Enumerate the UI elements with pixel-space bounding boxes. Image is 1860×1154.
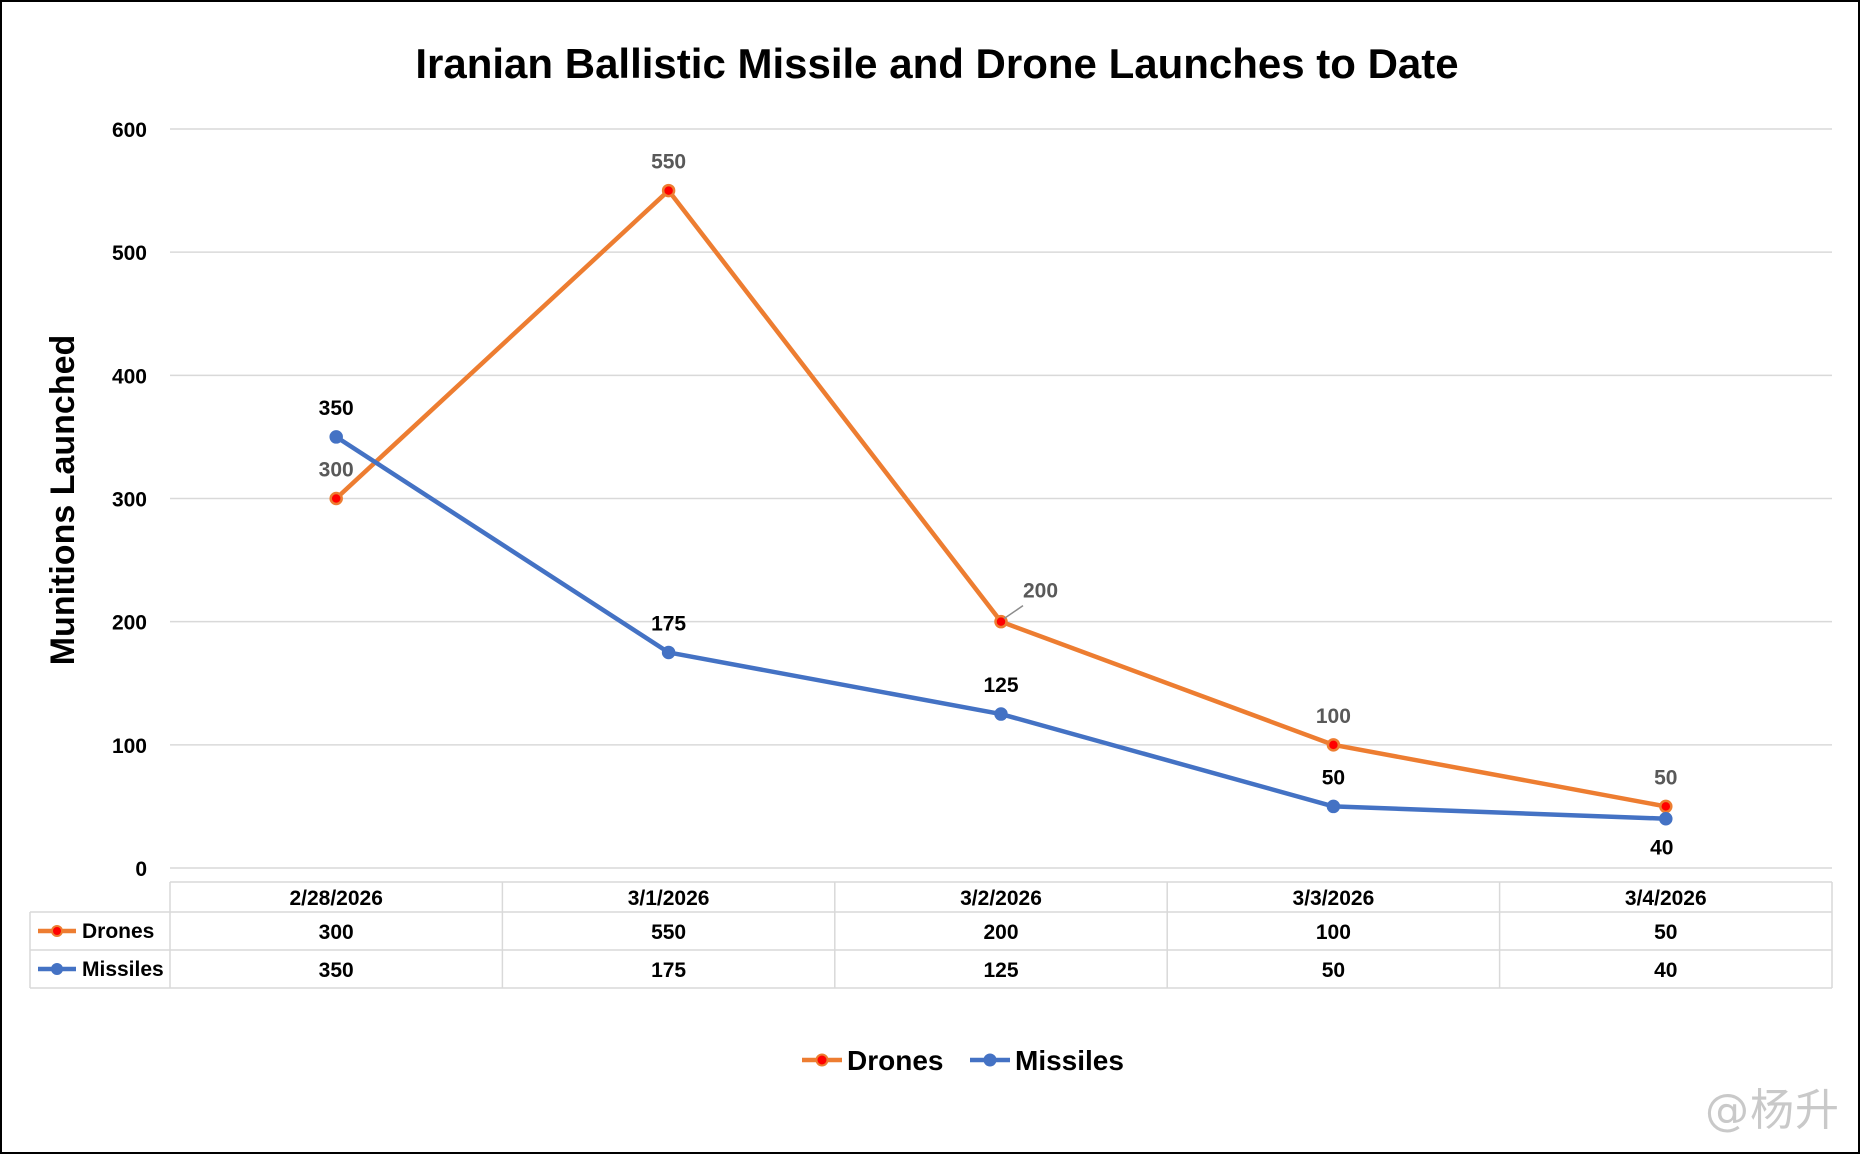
x-category-label: 3/3/2026 <box>1293 887 1375 910</box>
data-point <box>661 183 676 198</box>
table-cell: 175 <box>651 959 686 982</box>
table-legend-marker <box>51 963 63 975</box>
data-label: 100 <box>1316 705 1351 728</box>
y-tick-label: 200 <box>112 612 147 635</box>
data-point <box>1659 799 1673 814</box>
legend-marker <box>815 1053 829 1067</box>
y-axis-label: Munitions Launched <box>44 335 82 666</box>
x-category-label: 2/28/2026 <box>289 887 382 910</box>
y-axis-ticks: 0 100 200 300 400 500 600 <box>112 119 147 881</box>
data-table: 2/28/2026 3/1/2026 3/2/2026 3/3/2026 3/4/202… <box>29 881 1833 989</box>
data-label: 200 <box>1023 580 1058 603</box>
gridlines <box>170 128 1832 869</box>
watermark: @杨升 <box>1705 1085 1840 1136</box>
data-label: 50 <box>1322 766 1345 789</box>
data-point <box>1326 799 1341 814</box>
table-cell: 350 <box>319 959 354 982</box>
y-tick-label: 0 <box>135 858 147 881</box>
x-category-label: 3/2/2026 <box>960 887 1042 910</box>
table-cell: 50 <box>1322 959 1345 982</box>
y-tick-label: 600 <box>112 119 147 142</box>
y-tick-label: 100 <box>112 735 147 758</box>
legend-label: Drones <box>847 1045 943 1076</box>
series-layer <box>329 183 1673 826</box>
data-point <box>994 614 1008 629</box>
data-point <box>329 430 343 444</box>
table-cell: 100 <box>1316 921 1351 944</box>
data-label: 40 <box>1650 837 1673 860</box>
data-point <box>994 707 1008 721</box>
data-label: 550 <box>651 151 686 174</box>
data-point <box>661 645 676 660</box>
legend-marker <box>983 1053 997 1067</box>
x-category-label: 3/1/2026 <box>628 887 710 910</box>
data-point <box>329 491 343 506</box>
data-label: 350 <box>319 397 354 420</box>
table-cell: 550 <box>651 921 686 944</box>
data-point <box>1659 811 1673 826</box>
data-label: 175 <box>651 612 686 635</box>
y-tick-label: 500 <box>112 242 147 265</box>
x-category-label: 3/4/2026 <box>1625 887 1707 910</box>
table-cell: 200 <box>983 921 1018 944</box>
data-point <box>1326 738 1341 752</box>
data-labels: 300 550 200 100 50 350 175 125 50 40 <box>319 151 1678 860</box>
table-cell: 125 <box>983 959 1018 982</box>
table-series-name: Missiles <box>82 958 164 981</box>
table-cell: 300 <box>319 921 354 944</box>
table-legend-marker <box>51 925 63 937</box>
legend-label: Missiles <box>1015 1045 1124 1076</box>
table-cell: 40 <box>1654 959 1677 982</box>
table-cell: 50 <box>1654 921 1677 944</box>
y-tick-label: 300 <box>112 489 147 512</box>
chart-title: Iranian Ballistic Missile and Drone Laun… <box>415 40 1458 87</box>
y-tick-label: 400 <box>112 365 147 388</box>
data-label: 125 <box>983 674 1018 697</box>
table-series-name: Drones <box>82 920 154 943</box>
data-label-leader <box>1003 605 1024 620</box>
data-label: 300 <box>319 459 354 482</box>
legend: Drones Missiles <box>802 1045 1124 1076</box>
data-label: 50 <box>1654 766 1677 789</box>
